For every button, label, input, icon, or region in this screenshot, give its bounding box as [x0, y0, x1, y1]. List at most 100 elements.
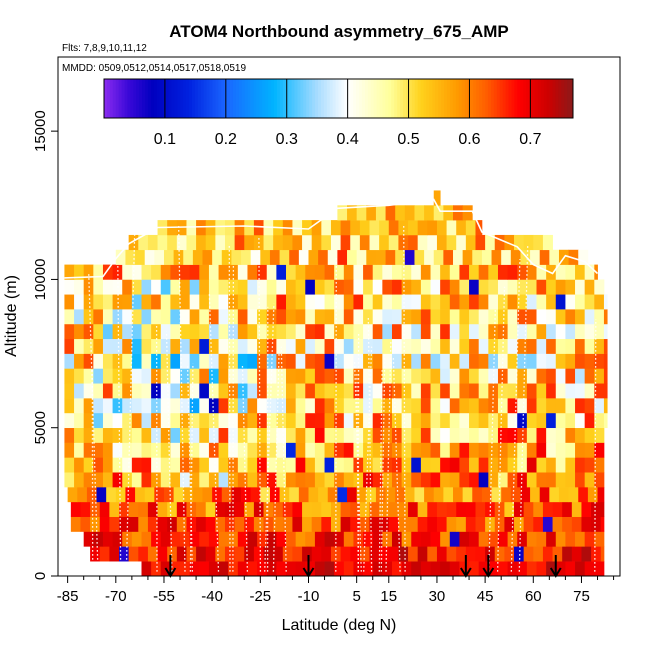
heatmap-cell	[228, 472, 239, 488]
heatmap-cell	[536, 383, 547, 399]
heatmap-cell	[93, 368, 104, 384]
heatmap-cell	[353, 398, 364, 414]
heatmap-cell	[453, 205, 464, 221]
heatmap-cell	[218, 398, 229, 414]
heatmap-cell	[401, 427, 412, 443]
heatmap-cell	[366, 249, 377, 265]
heatmap-cell	[523, 501, 534, 517]
heatmap-cell	[167, 501, 178, 517]
heatmap-cell	[102, 294, 113, 310]
colorbar-swatch	[294, 79, 298, 118]
heatmap-cell	[411, 353, 422, 369]
colorbar-swatch	[124, 79, 128, 118]
heatmap-cell	[102, 442, 113, 458]
heatmap-cell	[276, 323, 287, 340]
heatmap-cell	[160, 442, 171, 458]
heatmap-cell	[324, 309, 335, 325]
heatmap-cell	[575, 279, 586, 295]
colorbar-swatch	[400, 79, 404, 118]
heatmap-cell	[536, 309, 547, 325]
heatmap-cell	[160, 531, 171, 547]
colorbar-swatch	[344, 79, 348, 118]
heatmap-cell	[440, 427, 451, 443]
heatmap-cell	[494, 546, 505, 562]
heatmap-cell	[131, 368, 142, 384]
heatmap-cell	[507, 279, 518, 295]
heatmap-cell	[122, 472, 133, 488]
heatmap-cell	[305, 368, 316, 384]
heatmap-cell	[417, 546, 428, 562]
heatmap-cell	[163, 249, 175, 265]
colorbar-swatch	[423, 79, 427, 118]
heatmap-cell	[372, 427, 383, 443]
colorbar-swatch	[315, 79, 319, 118]
heatmap-cell	[170, 457, 181, 473]
heatmap-cell	[469, 442, 480, 458]
heatmap-cell	[433, 487, 444, 503]
heatmap-cell	[372, 531, 383, 547]
heatmap-cell	[603, 294, 608, 310]
heatmap-cell	[131, 323, 142, 340]
heatmap-cell	[122, 398, 133, 414]
heatmap-cell	[180, 412, 191, 429]
heatmap-cell	[228, 457, 239, 473]
heatmap-cell	[295, 353, 306, 369]
colorbar-swatch	[359, 79, 363, 118]
heatmap-cell	[131, 294, 142, 310]
heatmap-cell	[102, 457, 113, 473]
heatmap-cell	[552, 546, 563, 562]
heatmap-cell	[469, 294, 480, 310]
heatmap-cell	[382, 279, 393, 295]
heatmap-cell	[382, 398, 393, 414]
heatmap-cell	[443, 487, 454, 503]
heatmap-cell	[311, 220, 322, 236]
heatmap-cell	[215, 546, 226, 562]
flight-track-line	[378, 370, 383, 572]
heatmap-cell	[430, 323, 441, 340]
heatmap-cell	[488, 472, 499, 488]
heatmap-cell	[141, 531, 152, 547]
heatmap-cell	[478, 427, 489, 443]
heatmap-cell	[430, 294, 441, 310]
heatmap-cell	[276, 472, 287, 488]
heatmap-cell	[420, 353, 431, 369]
colorbar-swatch	[552, 79, 556, 118]
heatmap-cell	[542, 546, 553, 562]
colorbar-swatch	[232, 79, 237, 118]
heatmap-cell	[234, 516, 245, 532]
flight-track-line	[189, 363, 194, 572]
heatmap-cell	[74, 264, 85, 280]
heatmap-cell	[122, 353, 133, 369]
heatmap-cell	[74, 427, 85, 443]
heatmap-cell	[398, 516, 409, 532]
heatmap-cell	[420, 457, 431, 473]
heatmap-cell	[514, 234, 525, 251]
colorbar-swatch	[394, 79, 398, 118]
heatmap-cell	[314, 368, 325, 384]
heatmap-cell	[83, 309, 94, 325]
heatmap-cell	[555, 531, 566, 547]
heatmap-cell	[497, 353, 508, 369]
heatmap-cell	[138, 501, 149, 517]
colorbar-swatch	[150, 79, 155, 118]
heatmap-cell	[257, 531, 268, 547]
heatmap-cell	[555, 383, 566, 399]
heatmap-cell	[578, 487, 589, 503]
colorbar-swatch	[235, 79, 240, 118]
heatmap-cell	[594, 457, 605, 473]
heatmap-cell	[465, 546, 476, 562]
heatmap-cell	[382, 457, 393, 473]
heatmap-cell	[575, 353, 586, 369]
heatmap-cell	[600, 516, 605, 532]
heatmap-cell	[571, 501, 582, 517]
heatmap-cell	[74, 472, 85, 488]
heatmap-cell	[517, 531, 528, 547]
heatmap-cell	[408, 546, 419, 562]
heatmap-cell	[411, 279, 422, 295]
heatmap-cell	[449, 383, 460, 399]
colorbar-swatch	[458, 79, 463, 118]
heatmap-cell	[565, 427, 576, 443]
heatmap-cell	[157, 516, 168, 532]
heatmap-cell	[247, 264, 258, 280]
heatmap-cell	[295, 383, 306, 399]
